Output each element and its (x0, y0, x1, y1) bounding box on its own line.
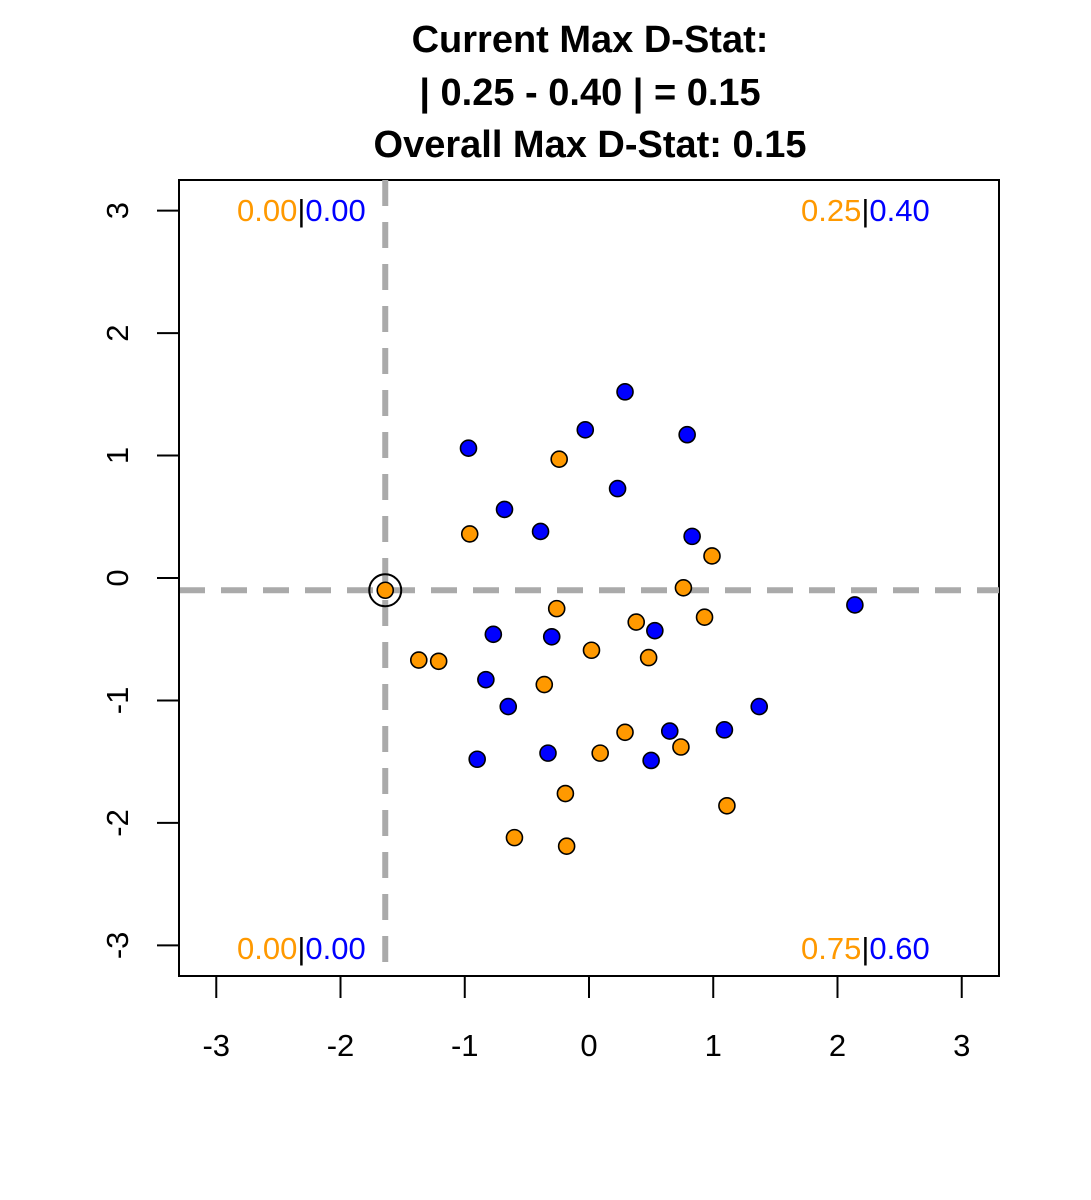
data-point (531, 522, 550, 541)
data-point (672, 738, 690, 756)
y-tick-label: -2 (100, 809, 135, 837)
data-point (639, 648, 658, 667)
data-points (368, 383, 864, 855)
x-axis: -3 -2 -1 0 1 2 3 (202, 975, 970, 1063)
chart-title: Current Max D-Stat: | 0.25 - 0.40 | = 0.… (374, 19, 807, 166)
blue-fraction: 0.00 (305, 931, 365, 966)
orange-fraction: 0.25 (801, 193, 861, 228)
separator: | (861, 193, 869, 228)
highlight-ring (368, 573, 403, 608)
data-point (674, 578, 693, 597)
x-tick-label: -1 (451, 1028, 479, 1063)
corner-label-bottom-left: 0.00|0.00 (237, 931, 366, 966)
y-tick-label: 2 (100, 324, 135, 341)
x-tick-label: 0 (580, 1028, 597, 1063)
corner-label-top-left: 0.00|0.00 (237, 193, 366, 228)
blue-fraction: 0.00 (305, 193, 365, 228)
x-tick-label: -3 (202, 1028, 230, 1063)
data-point (660, 722, 679, 740)
data-point (539, 744, 557, 762)
data-point (460, 525, 479, 543)
data-point (409, 651, 428, 669)
data-point (703, 547, 721, 565)
data-point (505, 828, 524, 847)
data-point (556, 784, 575, 803)
x-tick-label: 2 (829, 1028, 846, 1063)
y-tick-label: -1 (100, 687, 135, 715)
data-point (846, 596, 864, 614)
data-point (642, 751, 660, 770)
data-point (591, 744, 609, 762)
data-point (678, 425, 696, 444)
y-tick-label: 3 (100, 202, 135, 219)
data-point (557, 837, 576, 855)
corner-label-top-right: 0.25|0.40 (801, 193, 930, 228)
y-tick-label: 1 (100, 447, 135, 464)
data-point (616, 383, 634, 401)
title-line-3: Overall Max D-Stat: 0.15 (374, 124, 807, 166)
x-tick-label: -2 (327, 1028, 355, 1063)
data-point (468, 750, 486, 769)
data-point (477, 670, 495, 689)
data-point (750, 697, 769, 716)
quadrant-labels: 0.00|0.00 0.25|0.400.00|0.00 0.75|0.60 (237, 193, 930, 966)
corner-label-bottom-right: 0.75|0.60 (801, 931, 930, 966)
y-tick-label: -3 (100, 932, 135, 960)
orange-fraction: 0.00 (237, 193, 297, 228)
data-point (616, 723, 634, 742)
separator: | (297, 931, 305, 966)
divider-lines (179, 180, 999, 976)
data-point (576, 421, 595, 439)
data-point (547, 599, 566, 618)
y-axis: -3 -2 -1 0 1 2 3 (100, 202, 180, 960)
data-point (535, 675, 554, 694)
data-point (459, 439, 478, 457)
data-point (550, 450, 568, 469)
title-line-2: | 0.25 - 0.40 | = 0.15 (419, 72, 760, 114)
orange-fraction: 0.75 (801, 931, 861, 966)
blue-fraction: 0.60 (869, 931, 929, 966)
separator: | (297, 193, 305, 228)
data-point (582, 641, 601, 660)
title-line-1: Current Max D-Stat: (412, 19, 769, 61)
separator: | (861, 931, 869, 966)
data-point (627, 613, 646, 631)
data-point (718, 796, 736, 815)
plot-frame (178, 179, 1000, 977)
data-point (608, 479, 627, 498)
x-tick-label: 3 (953, 1028, 970, 1063)
y-tick-label: 0 (100, 569, 135, 586)
data-point (499, 697, 518, 716)
data-point (376, 581, 395, 600)
data-point (429, 652, 448, 671)
x-tick-label: 1 (705, 1028, 722, 1063)
data-point (683, 527, 701, 546)
data-point (495, 500, 514, 519)
data-point (695, 608, 714, 626)
data-point (542, 627, 561, 646)
blue-fraction: 0.40 (869, 193, 929, 228)
orange-fraction: 0.00 (237, 931, 297, 966)
data-point (646, 621, 664, 640)
data-point (715, 721, 734, 739)
data-point (484, 625, 503, 644)
